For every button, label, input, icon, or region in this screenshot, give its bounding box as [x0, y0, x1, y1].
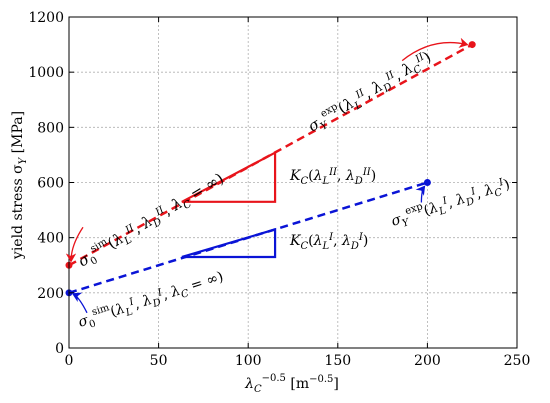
red-sim-arrow: [65, 226, 84, 263]
annotation-blue-kc: KC(λLI, λDI): [289, 232, 368, 252]
x-tick-label: 200: [414, 353, 441, 369]
annotation-red-kc: KC(λLII, λDII): [289, 167, 376, 187]
blue-slope-triangle: [181, 227, 277, 259]
red-slope-triangle: [181, 150, 277, 203]
x-axis-label: λC−0.5 [m−0.5]: [244, 373, 339, 395]
blue-exp-point: [423, 179, 431, 186]
series-layer: [65, 41, 476, 297]
y-tick-label: 1000: [28, 65, 64, 81]
blue-sim-arrow: [71, 292, 88, 314]
plot-frame: [68, 16, 518, 349]
x-tick-label: 100: [235, 353, 262, 369]
red-exp-point: [468, 41, 476, 49]
red-exp-arrow: [401, 37, 469, 62]
y-axis-label: yield stress σY [MPa]: [10, 111, 29, 260]
y-tick-label: 0: [55, 341, 64, 357]
annotation-blue-sim: σ0sim(λLI, λDI, λC = ∞): [75, 266, 226, 334]
x-tick-label: 150: [324, 353, 351, 369]
y-tick-label: 1200: [28, 10, 64, 26]
x-tick-label: 250: [504, 353, 531, 369]
tick-layer: 0 50 100 150 200 250 0 200 400 600 800 1000 1200: [28, 10, 530, 369]
red-dashed-line: [68, 43, 473, 267]
blue-exp-arrow: [415, 185, 426, 203]
y-tick-label: 200: [37, 286, 64, 302]
annotation-red-exp: σYexp(λLII, λDII, λCII): [304, 47, 436, 138]
y-tick-label: 400: [37, 231, 64, 247]
y-tick-label: 800: [37, 120, 64, 136]
annotation-blue-exp: σYexp(λLI, λDI, λCI): [388, 174, 512, 233]
y-tick-label: 600: [37, 176, 64, 192]
x-tick-label: 0: [65, 353, 74, 369]
x-tick-label: 50: [150, 353, 168, 369]
